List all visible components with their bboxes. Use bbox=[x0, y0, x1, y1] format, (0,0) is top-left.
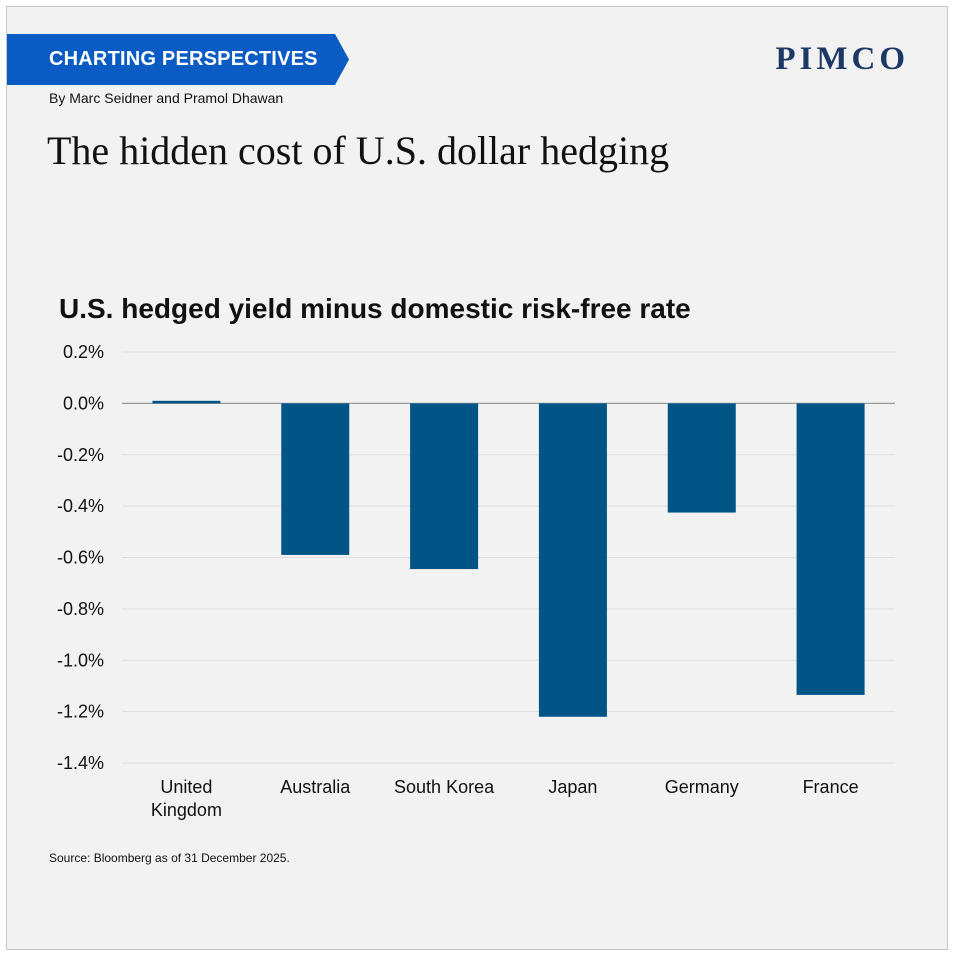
x-tick-label: Germany bbox=[665, 777, 739, 797]
x-tick-label: South Korea bbox=[394, 777, 495, 797]
y-tick-label: -0.6% bbox=[57, 548, 104, 568]
bar bbox=[410, 403, 479, 570]
y-tick-label: -0.8% bbox=[57, 599, 104, 619]
banner: CHARTING PERSPECTIVES bbox=[7, 34, 349, 85]
bar-chart: 0.2% 0.0% -0.2% -0.4% -0.6% -0.8% -1.0% -1.2% -1… bbox=[57, 342, 895, 820]
x-tick-label: Japan bbox=[548, 777, 597, 797]
y-tick-label: -1.4% bbox=[57, 753, 104, 773]
bar bbox=[667, 403, 736, 513]
source-note: Source: Bloomberg as of 31 December 2025… bbox=[49, 851, 290, 865]
x-tick-label: France bbox=[803, 777, 859, 797]
chart-title: U.S. hedged yield minus domestic risk-fr… bbox=[59, 293, 691, 324]
x-tick-label: United bbox=[160, 777, 212, 797]
bar bbox=[152, 400, 221, 404]
y-tick-label: -0.2% bbox=[57, 445, 104, 465]
banner-shape bbox=[7, 34, 349, 85]
y-tick-label: -1.2% bbox=[57, 702, 104, 722]
headline: The hidden cost of U.S. dollar hedging bbox=[47, 128, 670, 173]
y-tick-label: -0.4% bbox=[57, 496, 104, 516]
y-tick-label: 0.2% bbox=[63, 342, 104, 362]
banner-label: CHARTING PERSPECTIVES bbox=[49, 48, 318, 70]
x-tick-label: Kingdom bbox=[151, 800, 222, 820]
x-tick-label: Australia bbox=[280, 777, 351, 797]
bar bbox=[796, 403, 865, 695]
y-tick-label: -1.0% bbox=[57, 650, 104, 670]
bar bbox=[538, 403, 607, 717]
byline: By Marc Seidner and Pramol Dhawan bbox=[49, 90, 284, 106]
pimco-logo: PIMCO bbox=[775, 41, 909, 77]
chart-card: CHARTING PERSPECTIVES PIMCO By Marc Seid… bbox=[6, 6, 948, 950]
bar bbox=[281, 403, 350, 555]
y-tick-label: 0.0% bbox=[63, 393, 104, 413]
